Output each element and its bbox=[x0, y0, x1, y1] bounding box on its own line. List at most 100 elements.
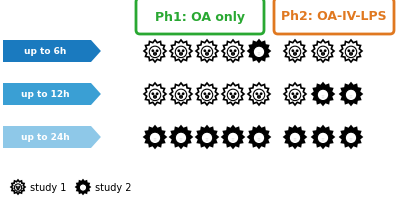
Circle shape bbox=[175, 90, 187, 101]
Circle shape bbox=[149, 133, 161, 144]
Circle shape bbox=[323, 97, 324, 98]
Polygon shape bbox=[170, 41, 192, 63]
Text: Ph1: OA only: Ph1: OA only bbox=[155, 10, 245, 23]
Circle shape bbox=[256, 136, 258, 138]
Circle shape bbox=[79, 184, 87, 191]
Polygon shape bbox=[284, 84, 306, 105]
Circle shape bbox=[324, 94, 326, 95]
Polygon shape bbox=[144, 41, 166, 63]
Circle shape bbox=[208, 136, 210, 138]
Circle shape bbox=[155, 54, 156, 55]
Circle shape bbox=[175, 47, 187, 58]
Circle shape bbox=[289, 133, 301, 144]
Circle shape bbox=[153, 96, 157, 99]
Circle shape bbox=[292, 51, 294, 52]
Polygon shape bbox=[170, 84, 192, 105]
Circle shape bbox=[257, 53, 261, 56]
Polygon shape bbox=[312, 126, 334, 148]
Circle shape bbox=[149, 90, 161, 101]
Polygon shape bbox=[340, 41, 362, 63]
Circle shape bbox=[349, 96, 353, 99]
Circle shape bbox=[257, 96, 261, 99]
Circle shape bbox=[351, 54, 352, 55]
Circle shape bbox=[205, 53, 209, 56]
Text: Ph2: OA-IV-LPS: Ph2: OA-IV-LPS bbox=[281, 10, 387, 23]
Circle shape bbox=[293, 53, 297, 56]
Text: study 2: study 2 bbox=[95, 182, 132, 192]
Circle shape bbox=[294, 54, 295, 55]
Circle shape bbox=[227, 133, 239, 144]
Circle shape bbox=[83, 188, 84, 189]
Circle shape bbox=[230, 51, 232, 52]
Circle shape bbox=[180, 97, 181, 98]
Polygon shape bbox=[3, 126, 101, 148]
Circle shape bbox=[351, 97, 352, 98]
Circle shape bbox=[295, 54, 296, 55]
Circle shape bbox=[233, 54, 234, 55]
Circle shape bbox=[18, 188, 19, 189]
Circle shape bbox=[205, 139, 209, 142]
Circle shape bbox=[253, 90, 265, 101]
Circle shape bbox=[317, 90, 329, 101]
Circle shape bbox=[352, 51, 354, 52]
Polygon shape bbox=[3, 84, 101, 105]
Circle shape bbox=[179, 96, 183, 99]
Circle shape bbox=[320, 136, 322, 138]
Circle shape bbox=[292, 136, 294, 138]
Circle shape bbox=[296, 94, 298, 95]
Circle shape bbox=[345, 133, 357, 144]
Circle shape bbox=[152, 51, 154, 52]
Circle shape bbox=[231, 96, 235, 99]
Circle shape bbox=[178, 51, 180, 52]
Circle shape bbox=[289, 47, 301, 58]
Circle shape bbox=[17, 188, 18, 189]
Polygon shape bbox=[340, 126, 362, 148]
Circle shape bbox=[322, 54, 323, 55]
Circle shape bbox=[201, 47, 213, 58]
Circle shape bbox=[227, 47, 239, 58]
Circle shape bbox=[178, 136, 180, 138]
Polygon shape bbox=[196, 126, 218, 148]
Circle shape bbox=[296, 136, 298, 138]
Circle shape bbox=[259, 97, 260, 98]
FancyBboxPatch shape bbox=[136, 0, 264, 35]
Circle shape bbox=[153, 139, 157, 142]
Circle shape bbox=[234, 51, 236, 52]
Circle shape bbox=[154, 54, 155, 55]
Circle shape bbox=[82, 188, 83, 189]
Circle shape bbox=[294, 97, 295, 98]
Circle shape bbox=[292, 94, 294, 95]
Polygon shape bbox=[170, 126, 192, 148]
Circle shape bbox=[156, 51, 158, 52]
Polygon shape bbox=[196, 41, 218, 63]
Circle shape bbox=[352, 136, 354, 138]
Circle shape bbox=[259, 54, 260, 55]
Polygon shape bbox=[248, 41, 270, 63]
Polygon shape bbox=[340, 84, 362, 105]
Circle shape bbox=[322, 97, 323, 98]
Circle shape bbox=[293, 139, 297, 142]
Circle shape bbox=[232, 54, 233, 55]
Circle shape bbox=[352, 94, 354, 95]
Circle shape bbox=[201, 90, 213, 101]
Circle shape bbox=[231, 139, 235, 142]
Circle shape bbox=[152, 136, 154, 138]
Circle shape bbox=[81, 186, 82, 187]
Circle shape bbox=[206, 97, 207, 98]
Circle shape bbox=[149, 47, 161, 58]
Circle shape bbox=[205, 96, 209, 99]
Circle shape bbox=[208, 51, 210, 52]
Circle shape bbox=[324, 136, 326, 138]
Circle shape bbox=[206, 54, 207, 55]
Circle shape bbox=[204, 94, 206, 95]
Circle shape bbox=[156, 94, 158, 95]
Circle shape bbox=[182, 51, 184, 52]
Polygon shape bbox=[76, 180, 90, 194]
Circle shape bbox=[317, 133, 329, 144]
Circle shape bbox=[323, 54, 324, 55]
Circle shape bbox=[320, 51, 322, 52]
Text: up to 6h: up to 6h bbox=[24, 47, 66, 56]
Circle shape bbox=[321, 53, 325, 56]
Circle shape bbox=[349, 139, 353, 142]
Circle shape bbox=[230, 136, 232, 138]
